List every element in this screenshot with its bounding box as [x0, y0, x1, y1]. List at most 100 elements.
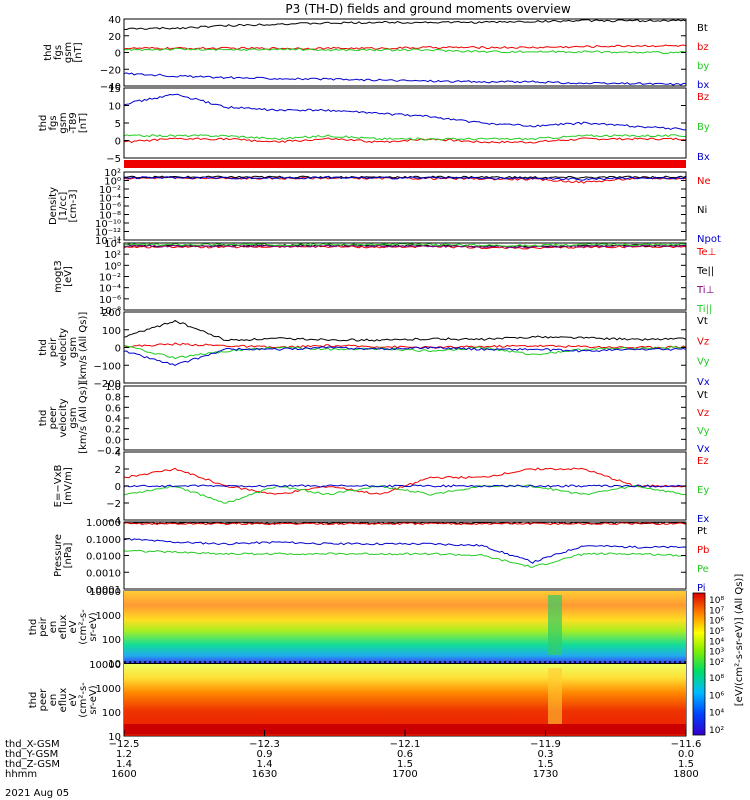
y-axis-label: peir [38, 616, 49, 636]
y-axis-label: mogt3 [53, 260, 64, 293]
y-tick-label: −5 [106, 154, 121, 165]
x-row-value: 0.6 [397, 749, 413, 760]
y-tick-label: 10000 [89, 587, 121, 598]
x-tick-label: −12.5 [109, 739, 140, 750]
y-axis-label: E=−VxB [53, 465, 64, 508]
y-tick-label: −4 [106, 516, 121, 527]
y-axis-label: en [48, 694, 59, 707]
x-row-value: 1.4 [116, 759, 132, 770]
x-row-value: 1.5 [397, 759, 413, 770]
series-line-Bt [123, 19, 687, 31]
y-tick-label: −0.2 [97, 446, 121, 457]
electron-burst-feature [548, 668, 562, 728]
y-tick-label: 10⁻⁶ [99, 202, 121, 213]
y-axis-label: peir [48, 337, 59, 357]
panel-frame [123, 521, 687, 590]
panel-frame [123, 242, 687, 311]
y-axis-label: eV [68, 620, 79, 633]
legend-Te⊥: Te⊥ [696, 247, 716, 258]
series-line-Bx [123, 93, 687, 131]
x-tick-label: −11.9 [530, 739, 561, 750]
x-tick-label: −11.6 [671, 739, 702, 750]
legend-Npot: Npot [697, 234, 721, 245]
y-tick-label: 0.0010 [86, 568, 121, 579]
y-axis-label: fgs [53, 45, 64, 60]
series-line-Vz [123, 342, 687, 349]
y-axis-label: eflux [58, 688, 69, 713]
series-line-Ey [123, 484, 687, 504]
y-axis-label: fgs [48, 115, 59, 130]
y-tick-label: 10⁻⁴ [99, 194, 121, 205]
x-row-value: 1700 [392, 769, 417, 780]
legend-Ex: Ex [697, 514, 709, 525]
series-line-Ni [123, 175, 687, 179]
y-tick-label: 0.2 [105, 425, 121, 436]
y-tick-label: 0.6 [105, 403, 121, 414]
series-line-bx [123, 72, 687, 86]
x-row-name: thd_Y-GSM [5, 749, 58, 760]
series-line-Pi [123, 537, 687, 564]
red-separator-band [124, 160, 686, 168]
y-axis-label: thd [38, 115, 49, 132]
legend-Pe: Pe [697, 564, 709, 575]
y-tick-label: 0.4 [105, 414, 121, 425]
y-axis-label: en [48, 621, 59, 634]
y-axis-label: [km/s (All Qs)] [78, 382, 89, 454]
y-tick-label: 10⁻⁸ [99, 211, 121, 222]
y-axis-label: [1/cc] [58, 192, 69, 221]
x-row-value: 1600 [111, 769, 136, 780]
series-line-Bz [123, 137, 687, 144]
y-tick-label: 10⁻¹² [95, 228, 121, 239]
y-tick-label: 0 [115, 137, 121, 148]
y-axis-label: thd [28, 692, 39, 709]
panel-frame [123, 87, 687, 159]
legend-Ti⊥: Ti⊥ [696, 285, 714, 296]
legend-bz: bz [697, 42, 709, 53]
colorbar-tick-label: 10⁵ [709, 627, 724, 637]
y-axis-label: Pressure [53, 534, 64, 577]
colorbar-tick-label: 10⁶ [709, 691, 724, 701]
y-tick-label: 40 [108, 15, 121, 26]
y-tick-label: 10 [108, 659, 121, 670]
electron-low-band [124, 724, 686, 734]
x-row-value: 0.0 [678, 749, 694, 760]
panel-5: 200 100 0 −100 −200 thd peir velocity gsm [km/s (… [38, 308, 710, 390]
legend-Vz: Vz [697, 408, 709, 419]
panel-frame [123, 385, 687, 451]
y-tick-label: −200 [94, 379, 121, 390]
colorbar-tick-label: 10³ [709, 648, 724, 658]
y-tick-label: 200 [102, 308, 121, 319]
y-tick-label: 10⁻⁶ [99, 295, 121, 306]
y-axis-label: [cm-3] [68, 189, 79, 222]
y-tick-label: −2 [106, 499, 121, 510]
y-axis-label: [mV/m] [63, 467, 74, 505]
y-axis-label: -T89 [68, 112, 79, 134]
y-tick-label: 1000 [96, 611, 121, 622]
y-axis-label: gsm [68, 407, 79, 428]
legend-Vt: Vt [697, 390, 708, 401]
y-axis-label: sr-eV) [88, 685, 99, 714]
y-tick-label: 10⁻² [99, 185, 121, 196]
y-axis-label: Density [48, 187, 59, 225]
colorbar-tick-label: 10⁷ [709, 606, 724, 616]
panel-1: 40 20 0 −20 −40 thd fgs gsm [nT] Bt bz by bx [43, 15, 709, 93]
legend-Vt: Vt [697, 316, 708, 327]
y-axis-label: velocity [58, 398, 69, 437]
colorbar-tick-label: 10⁴ [709, 709, 724, 719]
y-tick-label: 10⁴ [104, 239, 121, 250]
y-tick-label: 5 [115, 119, 121, 130]
y-tick-label: 10 [108, 732, 121, 743]
ion-burst-feature [548, 595, 562, 655]
y-tick-label: 10000 [89, 660, 121, 671]
panel-8: 1.0000 0.1000 0.0100 0.0010 0.0001 Pressure [n… [53, 518, 709, 596]
figure-title: P3 (TH-D) fields and ground moments over… [285, 2, 570, 16]
x-tick-label: −12.1 [390, 739, 421, 750]
series-line-Npot [123, 176, 687, 181]
series-line-bz [123, 44, 687, 50]
y-axis-label: eV [68, 693, 79, 706]
x-row-name: thd_X-GSM [5, 739, 60, 750]
colorbar-tick-label: 10⁸ [709, 596, 724, 606]
y-axis-label: thd [38, 410, 49, 427]
legend-Vx: Vx [697, 377, 710, 388]
